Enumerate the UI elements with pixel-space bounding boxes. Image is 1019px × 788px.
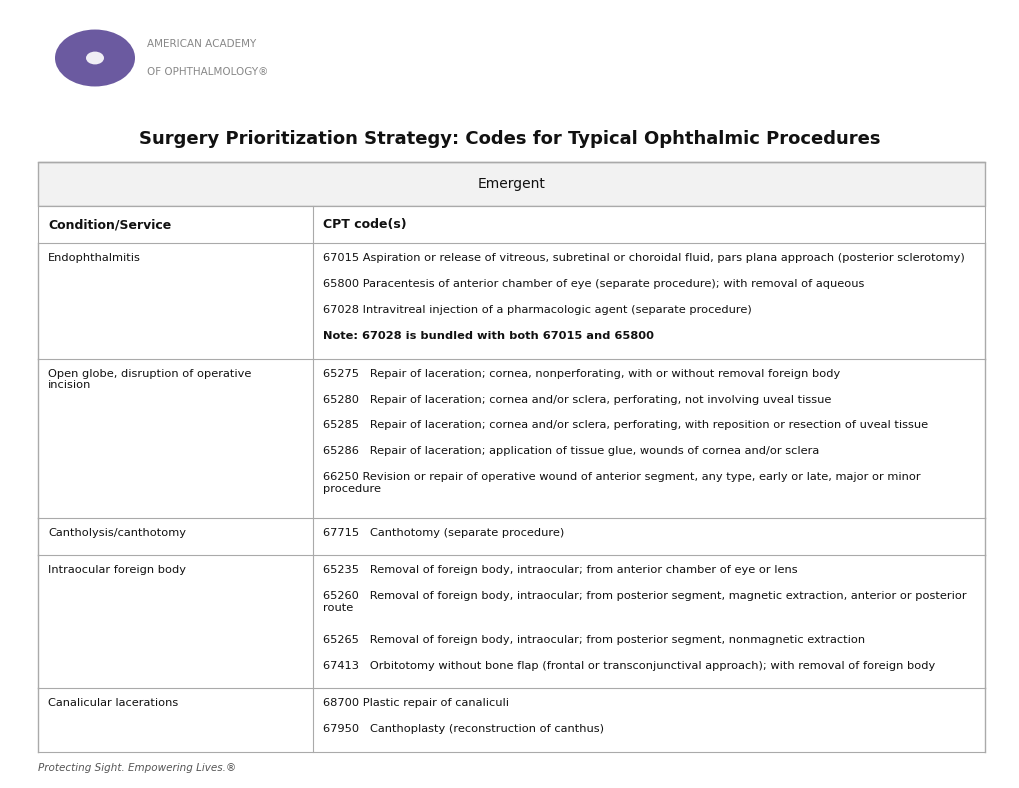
Bar [38,243,312,359]
Text: 67715   Canthotomy (separate procedure): 67715 Canthotomy (separate procedure) [322,527,564,537]
Text: Note: 67028 is bundled with both 67015 and 65800: Note: 67028 is bundled with both 67015 a… [322,331,653,341]
Text: 65285   Repair of laceration; cornea and/or sclera, perforating, with reposition: 65285 Repair of laceration; cornea and/o… [322,421,927,430]
Text: 67015 Aspiration or release of vitreous, subretinal or choroidal fluid, pars pla: 67015 Aspiration or release of vitreous,… [322,253,963,263]
Text: Surgery Prioritization Strategy: Codes for Typical Ophthalmic Procedures: Surgery Prioritization Strategy: Codes f… [140,130,879,148]
Text: 65235   Removal of foreign body, intraocular; from anterior chamber of eye or le: 65235 Removal of foreign body, intraocul… [322,565,797,575]
Text: 65280   Repair of laceration; cornea and/or sclera, perforating, not involving u: 65280 Repair of laceration; cornea and/o… [322,395,830,404]
Ellipse shape [86,51,104,65]
Text: 65260   Removal of foreign body, intraocular; from posterior segment, magnetic e: 65260 Removal of foreign body, intraocul… [322,591,965,612]
Bar [38,359,312,518]
Text: AMERICAN ACADEMY: AMERICAN ACADEMY [147,39,256,49]
Text: 66250 Revision or repair of operative wound of anterior segment, any type, early: 66250 Revision or repair of operative wo… [322,473,919,494]
Text: Condition/Service: Condition/Service [48,218,171,231]
Text: 65265   Removal of foreign body, intraocular; from posterior segment, nonmagneti: 65265 Removal of foreign body, intraocul… [322,634,864,645]
Bar [312,518,984,555]
Bar [312,243,984,359]
Text: 68700 Plastic repair of canaliculi: 68700 Plastic repair of canaliculi [322,698,508,708]
Bar [38,518,312,555]
Text: Emergent: Emergent [477,177,545,191]
Bar [38,555,312,688]
Text: CPT code(s): CPT code(s) [322,218,406,231]
Bar [38,206,984,243]
Text: 65286   Repair of laceration; application of tissue glue, wounds of cornea and/o: 65286 Repair of laceration; application … [322,447,818,456]
Bar [312,688,984,752]
Text: 67950   Canthoplasty (reconstruction of canthus): 67950 Canthoplasty (reconstruction of ca… [322,724,603,734]
Ellipse shape [55,29,135,87]
Text: Open globe, disruption of operative
incision: Open globe, disruption of operative inci… [48,369,251,390]
Bar [38,162,984,206]
Text: Endophthalmitis: Endophthalmitis [48,253,141,263]
Bar [312,555,984,688]
Text: Canalicular lacerations: Canalicular lacerations [48,698,178,708]
Text: 65275   Repair of laceration; cornea, nonperforating, with or without removal fo: 65275 Repair of laceration; cornea, nonp… [322,369,839,378]
Bar [312,359,984,518]
Text: 65800 Paracentesis of anterior chamber of eye (separate procedure); with removal: 65800 Paracentesis of anterior chamber o… [322,279,863,289]
Text: Protecting Sight. Empowering Lives.®: Protecting Sight. Empowering Lives.® [38,763,236,773]
Text: 67413   Orbitotomy without bone flap (frontal or transconjunctival approach); wi: 67413 Orbitotomy without bone flap (fron… [322,660,934,671]
Text: OF OPHTHALMOLOGY®: OF OPHTHALMOLOGY® [147,67,268,77]
Text: Cantholysis/canthotomy: Cantholysis/canthotomy [48,527,185,537]
Bar [38,688,312,752]
Text: 67028 Intravitreal injection of a pharmacologic agent (separate procedure): 67028 Intravitreal injection of a pharma… [322,305,751,315]
Text: Intraocular foreign body: Intraocular foreign body [48,565,185,575]
